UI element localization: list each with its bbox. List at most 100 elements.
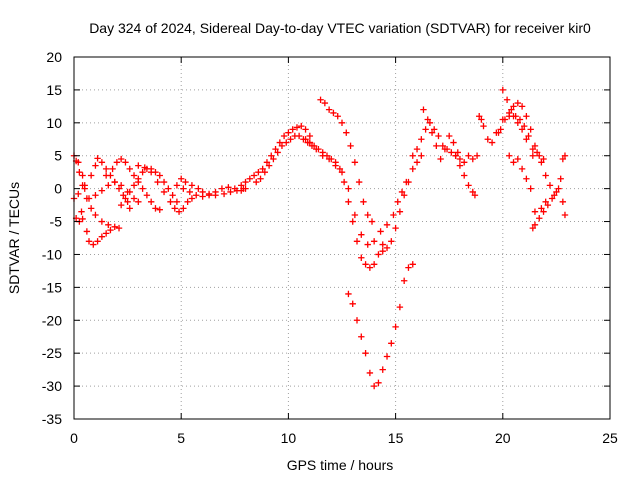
data-point — [553, 188, 560, 196]
data-point — [156, 206, 163, 213]
data-point — [105, 221, 112, 229]
data-point — [368, 218, 376, 225]
data-point — [109, 165, 116, 173]
data-point — [139, 168, 146, 176]
data-point — [383, 221, 391, 229]
data-point — [193, 192, 200, 199]
data-point — [165, 185, 172, 192]
data-point — [559, 155, 567, 163]
data-point — [478, 116, 485, 123]
data-point — [390, 211, 397, 219]
data-point — [480, 122, 487, 130]
data-point — [355, 178, 363, 186]
data-point — [518, 126, 526, 133]
data-point — [98, 159, 106, 166]
data-point — [90, 241, 97, 248]
data-point — [268, 152, 275, 159]
data-point — [87, 205, 95, 212]
data-point — [325, 106, 333, 113]
data-point — [471, 192, 479, 199]
data-point — [377, 228, 384, 235]
data-point — [75, 159, 82, 166]
data-point — [544, 201, 552, 209]
x-tick-label: 20 — [495, 430, 511, 446]
data-point — [293, 124, 301, 131]
data-point — [126, 205, 133, 212]
data-point — [87, 172, 95, 179]
data-point — [430, 126, 438, 133]
data-point — [242, 185, 249, 192]
data-point — [182, 178, 189, 186]
data-point — [122, 159, 129, 166]
data-point — [287, 136, 294, 143]
data-point — [499, 86, 506, 94]
data-point — [452, 152, 459, 159]
data-point — [360, 198, 367, 205]
data-point — [461, 159, 468, 166]
data-point — [195, 185, 202, 192]
data-point — [340, 178, 348, 186]
data-point — [135, 162, 142, 169]
data-point — [396, 303, 404, 311]
data-point — [358, 231, 365, 238]
y-tick-label: -15 — [42, 279, 62, 295]
data-point — [531, 208, 539, 215]
data-point — [152, 205, 159, 212]
data-point — [253, 178, 260, 186]
data-point — [523, 113, 530, 120]
data-point — [124, 198, 131, 205]
data-point — [516, 116, 524, 123]
data-point — [441, 145, 449, 153]
data-point — [433, 142, 440, 150]
data-point — [276, 139, 284, 146]
data-point — [173, 198, 181, 205]
data-point — [473, 152, 481, 159]
data-point — [465, 152, 472, 159]
data-point — [79, 172, 86, 179]
data-point — [199, 193, 206, 200]
data-point — [557, 175, 564, 182]
data-point — [261, 168, 269, 176]
data-point — [561, 211, 569, 219]
data-point — [120, 192, 127, 199]
data-point — [113, 159, 121, 166]
data-point — [83, 228, 91, 235]
data-point — [508, 106, 515, 113]
data-point — [81, 185, 88, 192]
data-point — [280, 132, 288, 140]
data-point — [147, 168, 155, 176]
data-point — [551, 192, 558, 199]
x-tick-label: 15 — [388, 430, 404, 446]
data-point — [349, 218, 356, 225]
data-point — [533, 149, 541, 156]
data-point — [527, 126, 534, 133]
data-point — [180, 185, 187, 192]
data-point — [379, 241, 386, 248]
y-tick-label: 0 — [54, 181, 62, 197]
data-point — [105, 182, 112, 189]
data-point — [289, 126, 296, 133]
data-point — [130, 195, 138, 202]
data-point — [160, 188, 168, 196]
data-point — [154, 178, 161, 186]
data-point — [514, 155, 522, 163]
data-point — [454, 149, 461, 156]
data-point — [283, 139, 290, 146]
data-point — [469, 188, 476, 196]
y-axis-label: SDTVAR / TECUs — [6, 182, 22, 294]
data-point — [536, 152, 543, 159]
data-point — [364, 241, 371, 248]
data-point — [122, 195, 129, 202]
data-point — [117, 182, 125, 189]
data-point — [531, 221, 539, 229]
data-point — [92, 211, 99, 219]
data-point — [212, 188, 219, 196]
data-point — [536, 215, 543, 222]
data-point — [540, 208, 547, 215]
data-point — [394, 198, 401, 205]
data-point — [135, 198, 142, 205]
data-point — [476, 113, 483, 120]
data-point — [242, 178, 249, 186]
data-point — [295, 132, 303, 140]
data-point — [506, 152, 513, 159]
